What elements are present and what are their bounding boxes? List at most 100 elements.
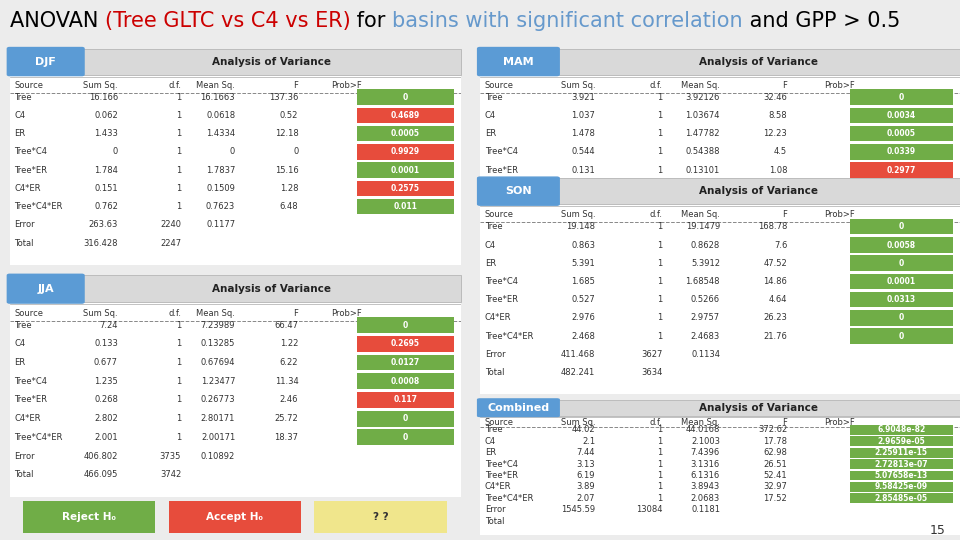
Text: 1.685: 1.685 xyxy=(571,277,595,286)
Text: 1: 1 xyxy=(176,358,181,367)
Text: 2.9659e-05: 2.9659e-05 xyxy=(877,437,925,446)
Bar xyxy=(850,255,952,271)
Text: Prob>F: Prob>F xyxy=(331,308,362,318)
Text: 7.44: 7.44 xyxy=(577,448,595,457)
Bar xyxy=(850,144,952,160)
Text: Analysis of Variance: Analysis of Variance xyxy=(699,186,818,196)
Bar xyxy=(169,501,301,533)
FancyBboxPatch shape xyxy=(478,48,559,76)
Text: 32.46: 32.46 xyxy=(763,93,787,102)
Text: 5.07658e-13: 5.07658e-13 xyxy=(875,471,927,480)
Text: 0.0001: 0.0001 xyxy=(391,166,420,174)
Text: 0.4689: 0.4689 xyxy=(391,111,420,120)
Text: Sum Sq.: Sum Sq. xyxy=(561,418,595,427)
Text: 19.1479: 19.1479 xyxy=(685,222,720,231)
Text: 3627: 3627 xyxy=(641,350,662,359)
Text: 2.1: 2.1 xyxy=(582,437,595,446)
Text: 2.976: 2.976 xyxy=(571,314,595,322)
Text: 1: 1 xyxy=(176,93,181,102)
Text: 15: 15 xyxy=(929,524,946,537)
Text: Accept H₀: Accept H₀ xyxy=(206,512,263,522)
Bar xyxy=(850,126,952,141)
Text: C4*ER: C4*ER xyxy=(485,184,512,193)
Text: F: F xyxy=(294,81,299,90)
Bar xyxy=(82,275,461,302)
Text: Error: Error xyxy=(14,451,35,461)
Text: 12.18: 12.18 xyxy=(275,129,299,138)
Text: 2.72813e-07: 2.72813e-07 xyxy=(875,460,928,469)
Text: 52.41: 52.41 xyxy=(763,471,787,480)
Text: 3.89: 3.89 xyxy=(577,482,595,491)
Text: 1.784: 1.784 xyxy=(94,166,118,174)
Text: 0: 0 xyxy=(899,222,903,231)
Text: 0: 0 xyxy=(293,147,299,157)
FancyBboxPatch shape xyxy=(8,274,84,303)
Text: 3735: 3735 xyxy=(159,451,181,461)
Text: Tree*C4*ER: Tree*C4*ER xyxy=(14,433,62,442)
Bar xyxy=(314,501,446,533)
Text: 1.23477: 1.23477 xyxy=(201,377,235,386)
Text: 1: 1 xyxy=(658,166,662,174)
Text: d.f.: d.f. xyxy=(649,418,662,427)
Text: 0: 0 xyxy=(899,259,903,268)
Text: 0.0618: 0.0618 xyxy=(206,111,235,120)
Text: 0: 0 xyxy=(899,314,903,322)
Bar xyxy=(850,328,952,344)
Text: 0.0313: 0.0313 xyxy=(887,295,916,304)
Text: 3.92126: 3.92126 xyxy=(685,93,720,102)
Text: 0.762: 0.762 xyxy=(94,202,118,211)
Text: 3458: 3458 xyxy=(641,220,662,230)
Text: 6.22: 6.22 xyxy=(280,358,299,367)
Text: 1.7837: 1.7837 xyxy=(205,166,235,174)
Text: Mean Sq.: Mean Sq. xyxy=(682,211,720,219)
Text: ER: ER xyxy=(485,259,496,268)
Text: DJF: DJF xyxy=(36,57,56,66)
Bar xyxy=(850,494,952,503)
Text: 1: 1 xyxy=(658,471,662,480)
Text: Tree: Tree xyxy=(485,426,502,435)
Text: 1: 1 xyxy=(658,437,662,446)
Text: Tree*C4: Tree*C4 xyxy=(14,147,47,157)
Bar xyxy=(357,373,454,389)
Text: 0.863: 0.863 xyxy=(571,240,595,249)
Text: 316.428: 316.428 xyxy=(84,239,118,248)
Bar xyxy=(850,199,952,214)
Text: 2.9757: 2.9757 xyxy=(691,314,720,322)
Text: ? ?: ? ? xyxy=(372,512,389,522)
Text: 3.1316: 3.1316 xyxy=(691,460,720,469)
Text: 6.1316: 6.1316 xyxy=(691,471,720,480)
Text: Prob>F: Prob>F xyxy=(824,81,854,90)
Text: 5.391: 5.391 xyxy=(571,259,595,268)
Text: Tree*ER: Tree*ER xyxy=(485,295,517,304)
Text: 0.26773: 0.26773 xyxy=(201,395,235,404)
Text: Analysis of Variance: Analysis of Variance xyxy=(212,57,331,66)
Text: Prob>F: Prob>F xyxy=(331,81,362,90)
Text: C4*ER: C4*ER xyxy=(485,482,512,491)
Text: Total: Total xyxy=(14,239,34,248)
Text: 1: 1 xyxy=(176,340,181,348)
Text: Tree*ER: Tree*ER xyxy=(14,395,47,404)
Text: 0.7623: 0.7623 xyxy=(206,202,235,211)
Text: 1: 1 xyxy=(658,184,662,193)
Bar xyxy=(357,163,454,178)
Text: 21.76: 21.76 xyxy=(763,332,787,341)
Text: Tree*C4: Tree*C4 xyxy=(14,377,47,386)
Text: 137.36: 137.36 xyxy=(269,93,299,102)
Text: 0.13285: 0.13285 xyxy=(201,340,235,348)
Text: 3.13: 3.13 xyxy=(577,460,595,469)
Text: Total: Total xyxy=(485,368,504,377)
Text: Mean Sq.: Mean Sq. xyxy=(197,81,235,90)
Text: Error: Error xyxy=(485,220,505,230)
Text: 0.131: 0.131 xyxy=(571,166,595,174)
Text: Sum Sq.: Sum Sq. xyxy=(84,308,118,318)
Text: F: F xyxy=(782,211,787,219)
Text: 0.10892: 0.10892 xyxy=(201,451,235,461)
Text: 0.13101: 0.13101 xyxy=(685,166,720,174)
Text: 0: 0 xyxy=(403,321,408,330)
Text: 0.34: 0.34 xyxy=(769,202,787,211)
Text: 0.562: 0.562 xyxy=(889,202,913,211)
Text: Prob>F: Prob>F xyxy=(824,418,854,427)
Text: 1: 1 xyxy=(658,426,662,435)
Text: 1: 1 xyxy=(176,433,181,442)
Text: 0.0034: 0.0034 xyxy=(887,111,916,120)
